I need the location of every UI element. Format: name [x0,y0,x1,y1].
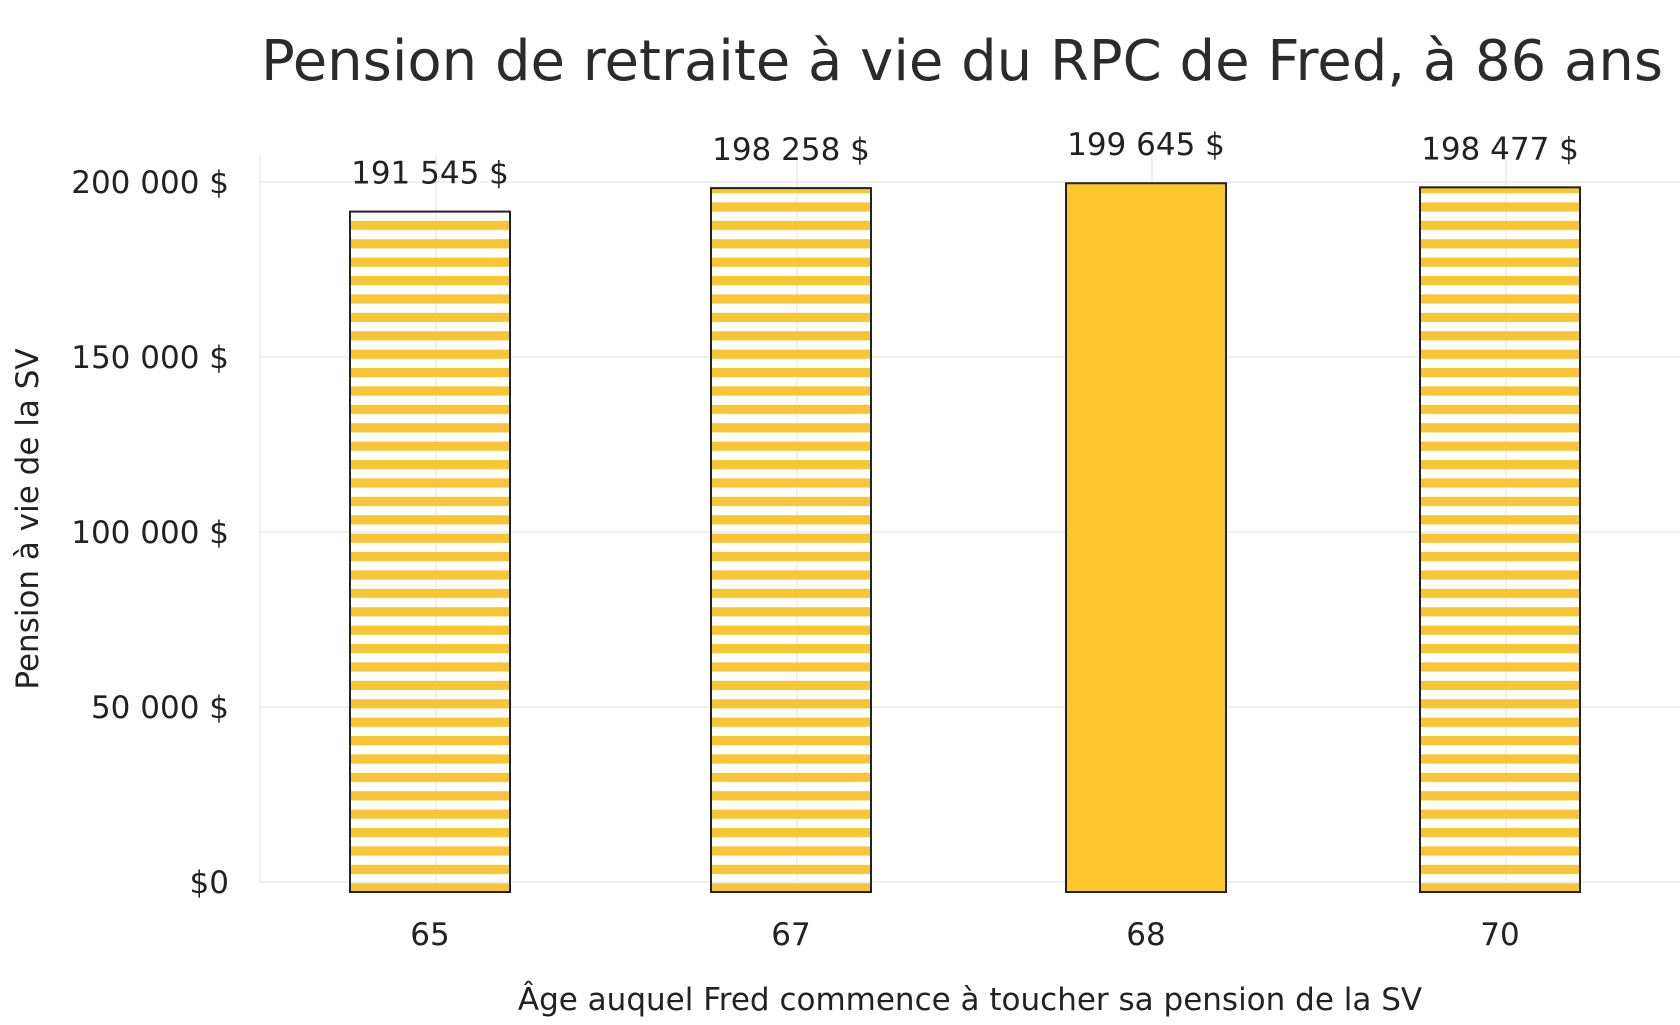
chart-title: Pension de retraite à vie du RPC de Fred… [261,29,1663,94]
bar-67 [710,187,872,894]
y-axis-title: Pension à vie de la SV [10,348,46,689]
x-tick-label: 68 [1126,917,1165,953]
bar-70 [1419,186,1581,893]
bar-value-label: 198 477 $ [1421,131,1579,167]
y-tick-label: $0 [190,865,229,901]
x-tick-label: 70 [1480,917,1519,953]
bar-65 [349,210,511,893]
y-tick-label: 150 000 $ [71,340,229,376]
y-axis: $0 50 000 $ 100 000 $ 150 000 $ 200 000 $ [71,165,229,901]
y-tick-label: 100 000 $ [71,515,229,551]
bar-value-label: 191 545 $ [351,156,509,192]
y-tick-label: 200 000 $ [71,165,229,201]
bar-value-label: 198 258 $ [712,132,870,168]
x-axis: 65 67 68 70 [410,917,1519,953]
bar-68 [1065,182,1227,893]
x-axis-title: Âge auquel Fred commence à toucher sa pe… [518,982,1422,1018]
x-tick-label: 67 [771,917,810,953]
bars [349,182,1581,894]
y-tick-label: 50 000 $ [91,690,229,726]
data-labels: 191 545 $ 198 258 $ 199 645 $ 198 477 $ [351,127,1579,191]
bar-value-label: 199 645 $ [1067,127,1225,163]
x-tick-label: 65 [410,917,449,953]
